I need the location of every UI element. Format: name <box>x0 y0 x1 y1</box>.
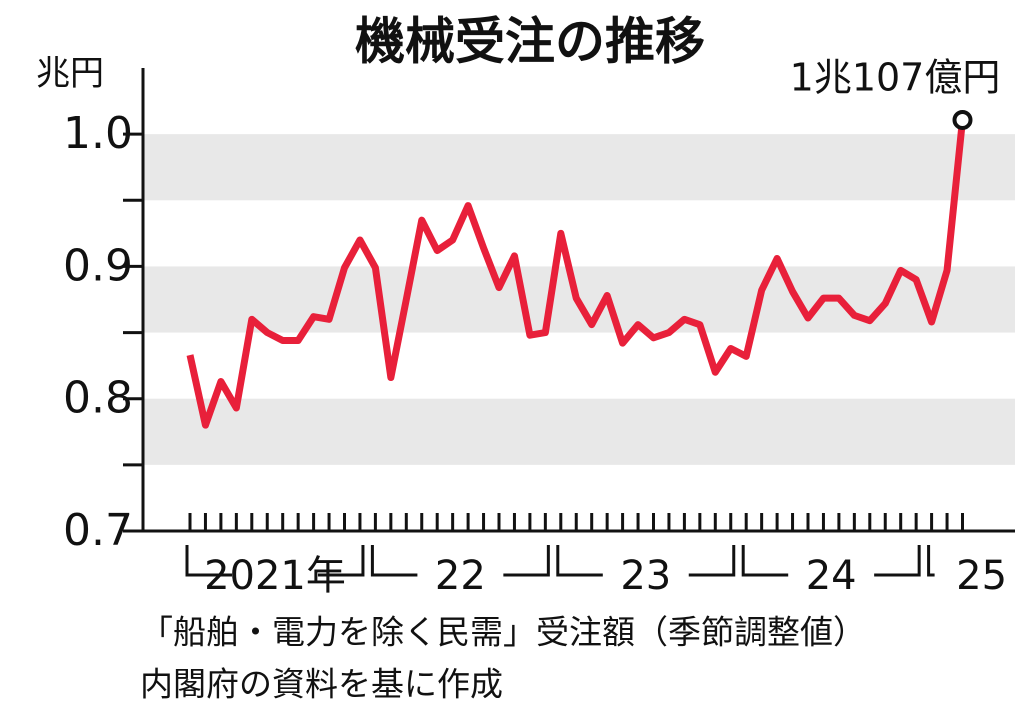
year-bracket <box>741 545 921 577</box>
grid-band <box>143 398 1015 465</box>
x-tick-label: 22 <box>435 553 486 599</box>
year-bracket <box>556 545 736 577</box>
x-tick-label: 23 <box>620 553 671 599</box>
x-tick-label: 25 <box>956 553 1007 599</box>
line <box>186 119 966 429</box>
annotation: 1兆107億円 <box>790 56 1001 100</box>
y-tick-label: 1.0 <box>63 108 133 159</box>
y-axis-label: 兆円 <box>36 54 104 94</box>
y-tick-label: 0.8 <box>63 373 133 424</box>
note: 内閣府の資料を基に作成 <box>140 665 503 704</box>
year-bracket <box>185 545 365 577</box>
grid-band <box>143 134 1015 201</box>
year-bracket <box>927 545 935 577</box>
y-tick-label: 0.9 <box>63 240 133 291</box>
point-marker <box>952 109 973 130</box>
note: 「船舶・電力を除く民需」受注額（季節調整値） <box>140 613 866 652</box>
x-tick-label: 24 <box>806 553 857 599</box>
year-bracket <box>370 545 550 577</box>
chart-title: 機械受注の推移 <box>355 13 705 71</box>
y-tick-label: 0.7 <box>63 505 133 556</box>
